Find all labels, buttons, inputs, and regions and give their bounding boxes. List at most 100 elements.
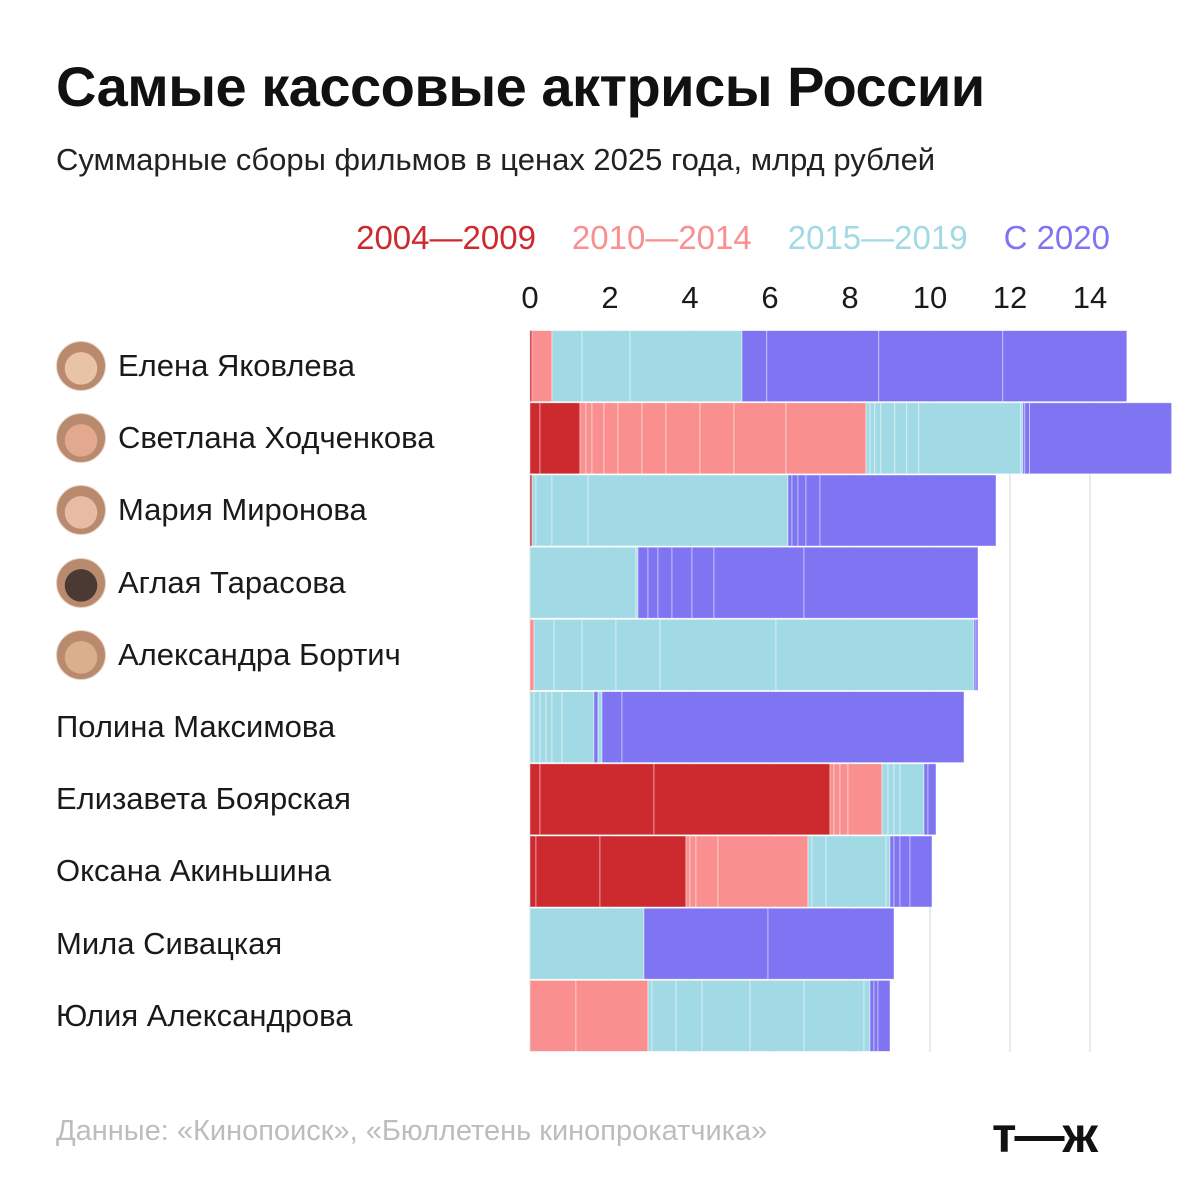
bar-segment [889, 835, 895, 908]
bar-segment [659, 619, 777, 691]
bar-segment [581, 619, 617, 691]
bar-segment [647, 546, 659, 619]
actress-name: Оксана Акиньшина [56, 853, 332, 889]
bar-segment [651, 980, 677, 1052]
bars [529, 330, 1172, 1052]
bar-segment [733, 402, 787, 475]
bar-segment [621, 691, 965, 763]
bar-segment [766, 330, 880, 403]
bar-segment [881, 763, 889, 836]
bar-segment [899, 835, 911, 908]
bar-segment [535, 474, 553, 547]
bar-segment [531, 330, 553, 403]
legend-entry-2010-2014: 2010—2014 [571, 219, 752, 256]
bar-segment [579, 402, 587, 475]
bar-segment [803, 980, 865, 1052]
bar-segment [695, 835, 719, 908]
bar-segment [878, 330, 1004, 403]
row-label: Юлия Александрова [56, 980, 352, 1052]
bar-segment [617, 402, 643, 475]
bar-segment [629, 330, 743, 403]
bar-segment [885, 835, 891, 908]
bar-segment [593, 691, 599, 763]
x-axis-ticks: 0 2 4 6 8 10 12 14 [521, 280, 1107, 315]
row-label: Мила Сивацкая [56, 908, 282, 980]
bar-segment [535, 835, 601, 908]
bar-segment [647, 980, 653, 1052]
bar-segment [529, 691, 535, 763]
tick-label: 0 [521, 280, 538, 315]
bar-segment [551, 330, 583, 403]
bar-segment [797, 474, 807, 547]
bar-segment [803, 546, 979, 619]
bar-row [529, 619, 979, 691]
bar-segment [717, 835, 809, 908]
bar-segment [529, 980, 577, 1052]
tick-label: 4 [681, 280, 698, 315]
bar-row [529, 474, 997, 547]
bar-segment [863, 980, 871, 1052]
bar-segment [877, 980, 891, 1052]
bar-segment [833, 763, 841, 836]
bar-segment [839, 763, 849, 836]
bar-segment [785, 402, 867, 475]
row-label: Елизавета Боярская [56, 763, 351, 835]
tick-label: 2 [601, 280, 618, 315]
bar-segment [529, 546, 637, 619]
bar-segment [615, 619, 661, 691]
bar-segment [551, 474, 589, 547]
bar-row [529, 330, 1128, 403]
bar-segment [545, 691, 553, 763]
bar-row [529, 402, 1172, 475]
bar-segment [906, 402, 920, 475]
bar-segment [637, 546, 649, 619]
legend: 2004—2009 2010—2014 2015—2019 С 2020 [356, 219, 1110, 257]
bar-segment [923, 763, 929, 836]
row-label: Светлана Ходченкова [56, 402, 435, 474]
avatar [56, 485, 106, 536]
legend-entry-2004-2009: 2004—2009 [356, 219, 536, 256]
chart-title: Самые кассовые актрисы России [56, 55, 985, 118]
row-label: Оксана Акиньшина [56, 835, 331, 907]
bar-segment [899, 763, 925, 836]
bar-segment [701, 980, 751, 1052]
tick-label: 10 [913, 280, 947, 315]
actress-name: Елизавета Боярская [56, 781, 351, 817]
tzh-logo: т—ж [992, 1107, 1098, 1163]
bar-segment [819, 474, 997, 547]
row-label: Мария Миронова [56, 474, 367, 546]
bar-segment [685, 835, 691, 908]
bar-segment [927, 763, 937, 836]
bar-segment [787, 474, 793, 547]
chart-subtitle: Суммарные сборы фильмов в ценах 2025 год… [56, 142, 936, 177]
bar-segment [657, 546, 673, 619]
bar-segment [599, 835, 687, 908]
bar-segment [869, 980, 875, 1052]
bar-row [529, 546, 979, 619]
actress-name: Мила Сивацкая [56, 925, 283, 961]
bar-segment [529, 835, 537, 908]
bar-segment [847, 763, 883, 836]
bar-row [529, 691, 965, 763]
bar-segment [581, 330, 631, 403]
bar-segment [643, 907, 769, 980]
avatar [56, 629, 106, 680]
bar-segment [749, 980, 805, 1052]
tick-label: 8 [841, 280, 858, 315]
bar-segment [587, 474, 789, 547]
bar-segment [1029, 402, 1172, 475]
avatar [56, 341, 106, 391]
bar-segment [529, 402, 541, 475]
bar-segment [887, 763, 895, 836]
bar-segment [539, 691, 547, 763]
bar-row [529, 763, 937, 836]
bar-segment [653, 763, 831, 836]
avatar [56, 557, 106, 608]
actress-name: Светлана Ходченкова [118, 420, 435, 456]
bar-segment [691, 546, 715, 619]
bar-segment [601, 691, 623, 763]
bar-segment [805, 474, 821, 547]
bar-segment [873, 980, 879, 1052]
bar-segment [531, 474, 537, 547]
